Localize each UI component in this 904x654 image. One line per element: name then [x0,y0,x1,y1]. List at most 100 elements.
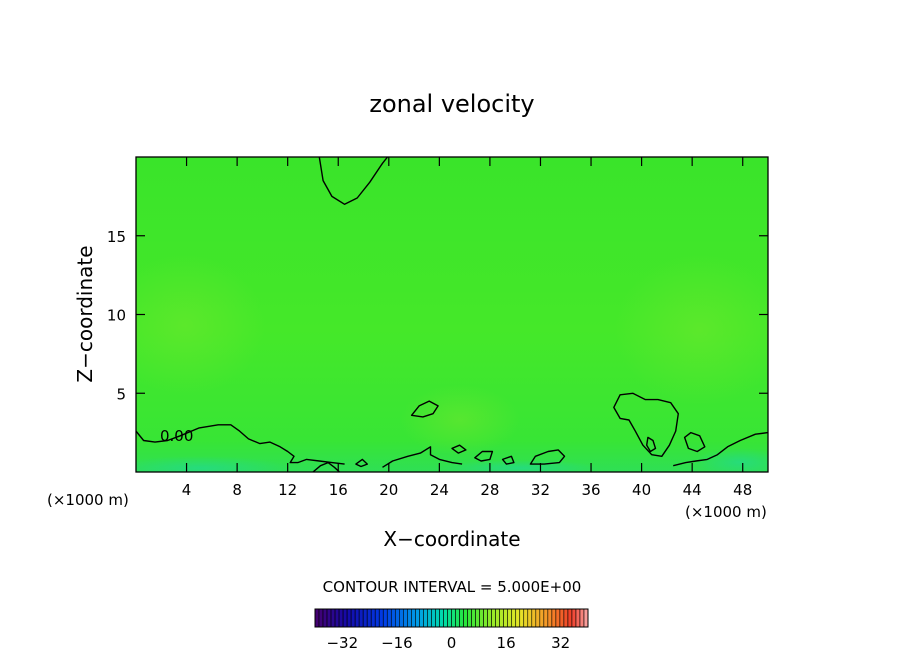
x-tick-label: 44 [683,481,702,499]
colorbar-cell [330,608,336,628]
x-tick-label: 28 [480,481,499,499]
colorbar-cell [483,608,488,628]
colorbar-cell [507,608,513,628]
colorbar-cell [443,608,448,628]
colorbar-cell [342,608,348,628]
colorbar-cell [407,608,412,628]
x-unit-right: (×1000 m) [685,503,767,521]
contour-line [355,458,368,468]
colorbar-cell [571,608,577,628]
colorbar-cell [583,608,589,628]
colorbar-cell [439,608,444,628]
colorbar-cell [579,608,585,628]
heatmap-high-region [615,255,768,405]
colorbar-cell [346,608,352,628]
contour-line [613,392,679,457]
heatmap-low-region [695,448,768,472]
colorbar-cell [378,608,384,628]
contour-label: 0.00 [160,427,193,445]
contour-layer [136,157,768,472]
colorbar-cell [423,608,428,628]
colorbar-cell [575,608,581,628]
colorbar-cell [519,608,525,628]
colorbar-cell [411,608,416,628]
colorbar-cell [370,608,376,628]
colorbar-frame [314,608,589,628]
x-tick-label: 8 [232,481,242,499]
colorbar-cell [463,608,468,628]
x-tick-label: 4 [182,481,192,499]
colorbar-cell [539,608,545,628]
contour-line [136,424,345,465]
colorbar-cell [547,608,553,628]
colorbar-cell [479,608,484,628]
contour-line [501,455,515,465]
plot-area [136,157,768,472]
colorbar [314,608,589,628]
colorbar-cell [523,608,529,628]
x-tick-label: 40 [632,481,651,499]
colorbar-tick-label: −32 [326,634,358,652]
colorbar-cell [403,608,408,628]
colorbar-cell [399,608,404,628]
colorbar-cell [435,608,440,628]
colorbar-cell [419,608,424,628]
colorbar-cell [515,608,521,628]
y-tick-label: 5 [116,385,126,403]
heatmap-high-region [400,385,520,455]
colorbar-cell [535,608,541,628]
colorbar-tick-labels: −32 −16 0 16 32 [326,634,570,652]
x-tick-label: 20 [379,481,398,499]
colorbar-cell [394,608,400,628]
colorbar-cell [471,608,476,628]
y-tick-label: 10 [107,307,126,325]
colorbar-cell [390,608,396,628]
colorbar-cell [543,608,549,628]
contour-line [646,436,657,453]
x-unit-left: (×1000 m) [47,491,129,509]
heatmap-low-region [440,460,600,472]
colorbar-cell [567,608,573,628]
colorbar-cell [491,608,496,628]
colorbar-cell [475,608,480,628]
colorbar-cell [318,608,324,628]
colorbar-cell [555,608,561,628]
contour-line [382,446,463,468]
heatmap-high-region [136,255,265,395]
heatmap-low-region [136,456,290,472]
contour-line [410,400,439,418]
colorbar-cell [527,608,533,628]
colorbar-cell [427,608,432,628]
x-tick-label: 32 [531,481,550,499]
chart-title: zonal velocity [369,90,534,118]
colorbar-cell [487,608,492,628]
colorbar-tick-label: −16 [381,634,413,652]
colorbar-cell [374,608,380,628]
x-tick-label: 12 [278,481,297,499]
colorbar-cell [511,608,517,628]
contour-line [474,450,494,462]
colorbar-cell [322,608,328,628]
contour-line [312,461,340,472]
colorbar-cell [386,608,392,628]
colorbar-cell [563,608,569,628]
contour-line [673,431,768,467]
colorbar-cell [459,608,464,628]
colorbar-cell [531,608,537,628]
colorbar-tick-label: 32 [551,634,570,652]
colorbar-cell [415,608,420,628]
colorbar-cell [382,608,388,628]
x-axis-label: X−coordinate [383,527,520,551]
colorbar-cell [334,608,340,628]
colorbar-cell [559,608,565,628]
colorbar-cell [447,608,452,628]
colorbar-cell [326,608,332,628]
colorbar-cell [467,608,472,628]
colorbar-cell [338,608,344,628]
colorbar-cell [451,608,456,628]
colorbar-cell [551,608,557,628]
colorbar-cell [455,608,460,628]
colorbar-cell [358,608,364,628]
